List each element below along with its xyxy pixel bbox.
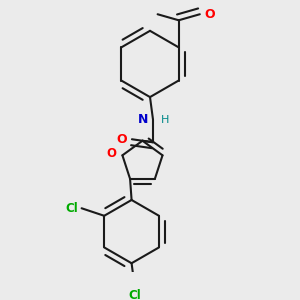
Text: O: O <box>204 8 215 21</box>
Text: O: O <box>117 133 128 146</box>
Text: N: N <box>138 113 148 126</box>
Text: O: O <box>106 147 116 160</box>
Text: Cl: Cl <box>128 289 141 300</box>
Text: Cl: Cl <box>66 202 79 215</box>
Text: H: H <box>160 115 169 125</box>
